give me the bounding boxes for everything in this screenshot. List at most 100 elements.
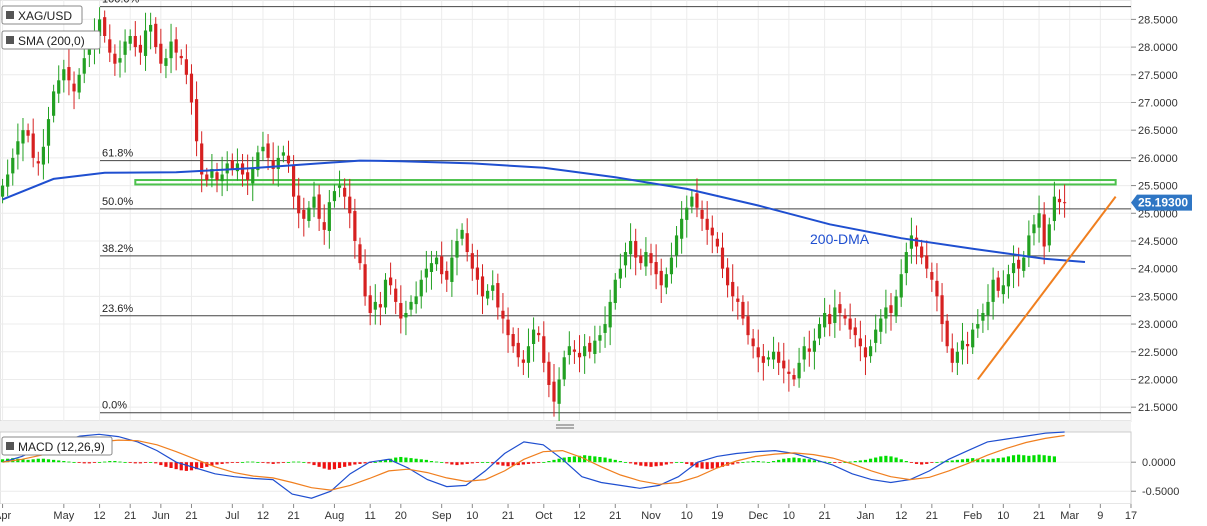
- time-tick-label: 20: [395, 510, 407, 522]
- candle-body: [220, 174, 224, 182]
- macd-histogram-bar: [812, 460, 817, 463]
- macd-histogram-bar: [317, 462, 321, 467]
- candle-body: [889, 305, 893, 313]
- candle-body: [986, 301, 990, 316]
- candlesticks: [0, 7, 1067, 422]
- candle-body: [777, 351, 781, 363]
- candle-body: [838, 304, 842, 313]
- macd-histogram-bar: [419, 459, 423, 463]
- candle-body: [731, 281, 735, 297]
- macd-histogram-bar: [302, 462, 306, 463]
- time-tick-label: Apr: [0, 510, 11, 522]
- candle-body: [930, 271, 934, 280]
- candle-body: [874, 329, 878, 343]
- candle-body: [159, 43, 163, 64]
- time-tick-label: 12: [573, 510, 585, 522]
- candle-body: [475, 267, 480, 280]
- price-tick-label: 23.0000: [1138, 319, 1178, 331]
- macd-histogram-bar: [276, 462, 280, 464]
- macd-histogram-bar: [200, 462, 204, 468]
- candle-body: [1057, 198, 1062, 203]
- candle-body: [414, 296, 418, 305]
- fib-label: 0.0%: [102, 400, 127, 412]
- candle-body: [843, 315, 847, 319]
- candle-body: [118, 58, 122, 63]
- candle-body: [419, 279, 423, 297]
- candle-body: [251, 168, 255, 184]
- candle-body: [511, 334, 515, 347]
- candle-body: [123, 41, 127, 55]
- candle-body: [409, 301, 413, 310]
- price-axis: 21.5000 22.0000 22.5000 23.0000 23.5000 24.00…: [1131, 14, 1178, 414]
- candle-body: [404, 312, 408, 318]
- candle-body: [828, 314, 832, 325]
- candle-body: [542, 336, 546, 363]
- macd-histogram-bar: [603, 457, 607, 463]
- price-tick-label: 22.0000: [1138, 374, 1178, 386]
- macd-histogram-bar: [623, 462, 628, 463]
- macd-histogram-bar: [838, 462, 842, 463]
- macd-histogram-bar: [797, 458, 801, 463]
- candle-body: [383, 279, 388, 308]
- macd-histogram-bar: [705, 462, 709, 470]
- macd-histogram-bar: [149, 462, 153, 463]
- candle-body: [746, 316, 750, 336]
- macd-histogram-bar: [118, 461, 122, 463]
- macd-histogram-bar: [935, 462, 939, 463]
- macd-histogram-bar: [475, 462, 480, 463]
- sma-200-line: [2, 159, 1086, 263]
- macd-histogram-bar: [394, 457, 398, 463]
- candle-body: [884, 307, 888, 319]
- macd-histogram-bar: [746, 461, 750, 463]
- macd-histogram-bar: [399, 456, 403, 463]
- macd-histogram-bar: [470, 462, 474, 464]
- candle-body: [6, 174, 10, 187]
- candle-body: [603, 324, 607, 333]
- macd-histogram-bar: [751, 461, 755, 463]
- divider-grip-icon[interactable]: [556, 424, 574, 429]
- candle-body: [920, 246, 924, 258]
- macd-histogram-bar: [378, 461, 382, 463]
- macd-histogram-bar: [1042, 455, 1046, 463]
- candle-body: [174, 39, 178, 53]
- macd-histogram-bar: [853, 461, 857, 463]
- candle-body: [189, 73, 194, 103]
- macd-histogram-bar: [348, 462, 352, 466]
- price-tick-label: 24.0000: [1138, 264, 1178, 276]
- candle-body: [358, 244, 362, 264]
- candle-body: [261, 146, 265, 152]
- macd-histogram-bar: [562, 457, 566, 463]
- candle-body: [1022, 257, 1026, 271]
- macd-histogram-bar: [465, 462, 469, 464]
- macd-histogram-bar: [138, 462, 143, 464]
- candle-body: [1032, 224, 1036, 234]
- time-tick-label: 21: [502, 510, 514, 522]
- macd-histogram-bar: [363, 462, 367, 464]
- panel-divider[interactable]: [0, 421, 1131, 432]
- macd-histogram-bar: [879, 456, 883, 463]
- candle-body: [256, 152, 260, 171]
- macd-histogram-bar: [440, 462, 444, 463]
- macd-histogram-bar: [128, 462, 132, 463]
- fib-label: 23.6%: [102, 303, 133, 315]
- macd-histogram-bar: [802, 458, 806, 463]
- candle-body: [486, 290, 490, 299]
- candle-body: [506, 319, 510, 336]
- macd-histogram-bar: [332, 462, 337, 470]
- macd-histogram-bar: [1022, 455, 1026, 463]
- support-trendline: [976, 196, 1117, 381]
- macd-histogram-bar: [787, 458, 791, 463]
- fib-label: 38.2%: [102, 243, 133, 255]
- macd-histogram-bar: [976, 458, 980, 463]
- macd-histogram-bar: [664, 462, 668, 465]
- candle-body: [991, 279, 995, 302]
- candle-body: [424, 268, 428, 278]
- candle-body: [531, 329, 536, 345]
- candle-body: [833, 307, 837, 323]
- candle-body: [373, 301, 377, 310]
- candle-body: [297, 195, 301, 214]
- candle-body: [792, 375, 796, 380]
- macd-histogram-bar: [194, 462, 199, 470]
- macd-histogram-bar: [113, 461, 117, 463]
